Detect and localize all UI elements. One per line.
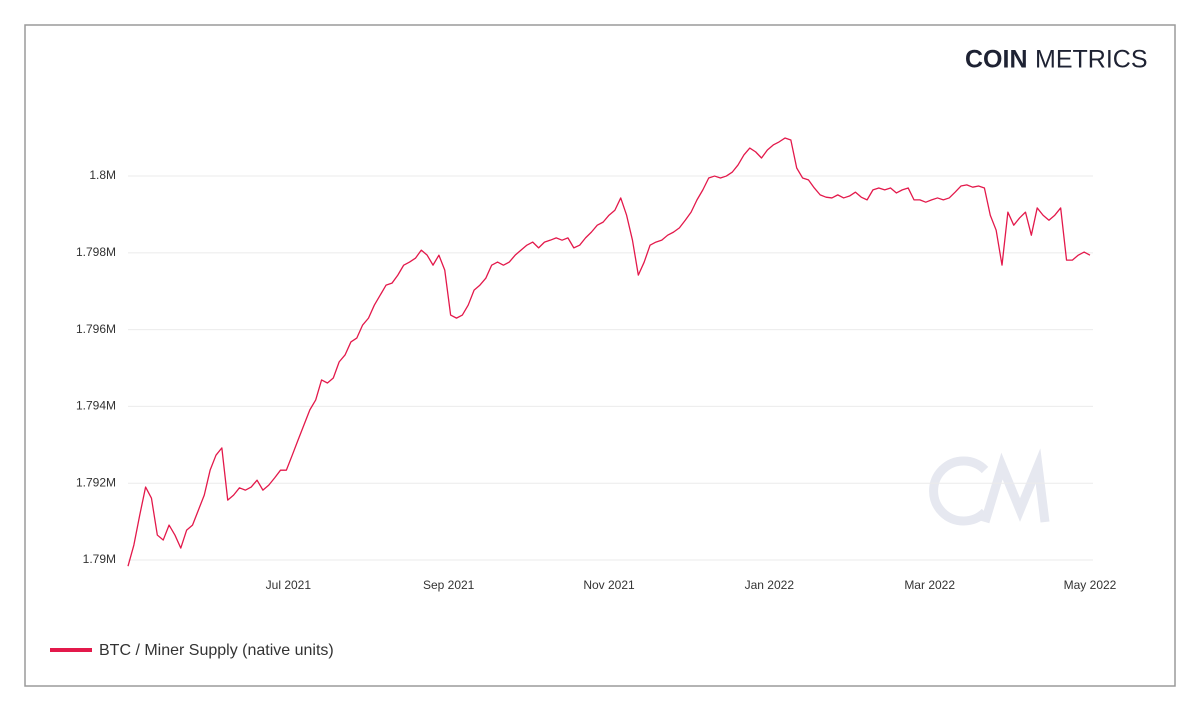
watermark-m — [980, 448, 1050, 524]
x-tick-label: Jan 2022 — [745, 578, 795, 592]
watermark — [929, 448, 1050, 526]
y-tick-label: 1.79M — [83, 552, 116, 566]
x-tick-label: Jul 2021 — [266, 578, 312, 592]
y-tick-label: 1.798M — [76, 245, 116, 259]
x-tick-label: May 2022 — [1064, 578, 1117, 592]
legend-swatch — [50, 648, 92, 652]
y-tick-label: 1.796M — [76, 322, 116, 336]
series-line — [127, 137, 1091, 567]
x-tick-label: Mar 2022 — [904, 578, 955, 592]
y-tick-label: 1.792M — [76, 475, 116, 489]
x-tick-label: Sep 2021 — [423, 578, 475, 592]
brand-light: METRICS — [1035, 46, 1148, 74]
watermark-c — [929, 456, 989, 526]
x-tick-label: Nov 2021 — [583, 578, 635, 592]
frame — [24, 24, 1176, 687]
legend-label: BTC / Miner Supply (native units) — [99, 642, 334, 659]
y-tick-label: 1.8M — [89, 168, 116, 182]
brand-bold: COIN — [965, 46, 1028, 74]
y-tick-label: 1.794M — [76, 399, 116, 413]
